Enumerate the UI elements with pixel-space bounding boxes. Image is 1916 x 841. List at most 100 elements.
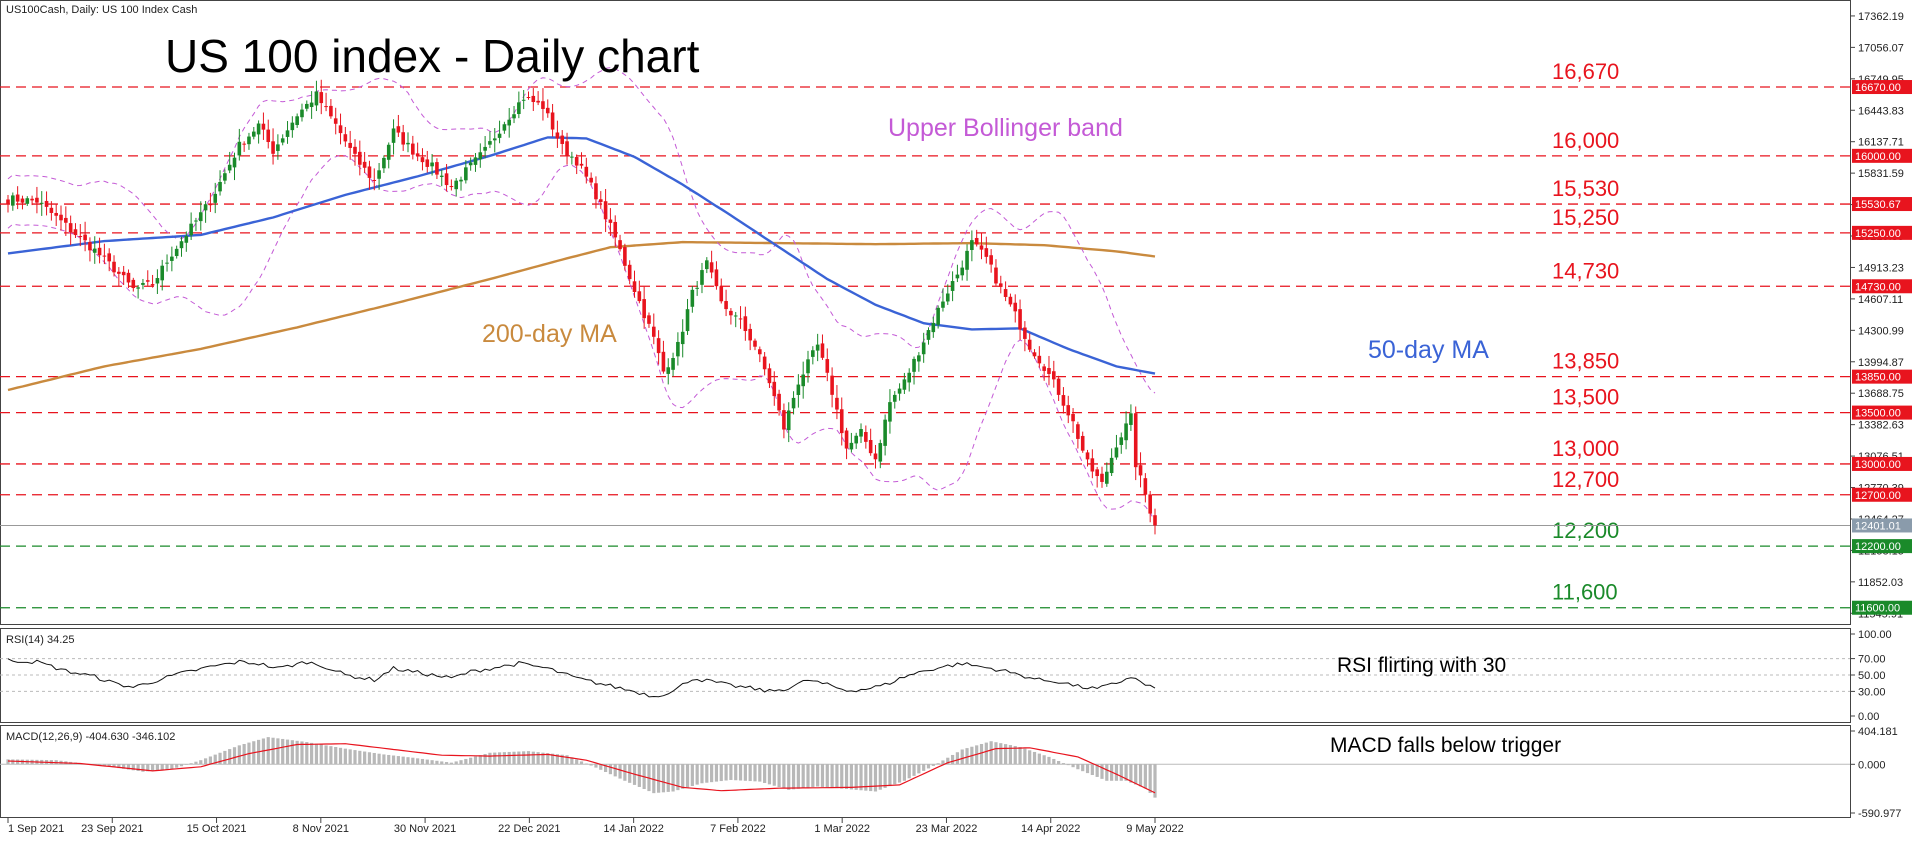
candle-body xyxy=(348,142,352,148)
candle-body xyxy=(30,198,34,201)
x-tick-label: 9 May 2022 xyxy=(1126,823,1183,835)
level-tag-box xyxy=(1852,80,1912,95)
macd-histogram-bar xyxy=(1042,755,1046,765)
level-tag-box xyxy=(1852,279,1912,294)
macd-histogram-bar xyxy=(1085,764,1090,774)
candle-body xyxy=(319,92,324,104)
macd-histogram-bar xyxy=(391,755,396,765)
x-tick-label: 1 Sep 2021 xyxy=(8,823,64,835)
candle-body xyxy=(541,101,545,109)
candle-body xyxy=(198,212,203,222)
macd-histogram-bar xyxy=(179,764,184,767)
candle-body xyxy=(651,326,656,337)
candle-body xyxy=(849,442,854,450)
candle-body xyxy=(271,141,275,154)
macd-histogram-bar xyxy=(387,754,391,765)
x-tick-label: 14 Apr 2022 xyxy=(1021,823,1080,835)
candle-body xyxy=(960,267,965,276)
candle-body xyxy=(324,106,328,108)
candle-body xyxy=(6,199,10,204)
candle-body xyxy=(78,236,83,238)
macd-histogram-bar xyxy=(285,739,290,765)
macd-histogram-bar xyxy=(1052,758,1056,765)
candle-body xyxy=(680,331,685,345)
candle-body xyxy=(227,164,232,171)
macd-histogram-bar xyxy=(184,764,188,765)
macd-histogram-bar xyxy=(416,758,420,765)
macd-histogram-bar xyxy=(271,737,275,765)
x-tick-label: 22 Dec 2021 xyxy=(498,823,560,835)
macd-histogram-bar xyxy=(300,741,304,765)
macd-histogram-bar xyxy=(623,764,627,781)
candle-body xyxy=(213,193,218,203)
candle-body xyxy=(131,279,136,289)
candle-body xyxy=(251,131,256,137)
macd-histogram-bar xyxy=(136,764,140,771)
candle-body xyxy=(112,261,116,273)
macd-histogram-bar xyxy=(478,755,482,765)
candle-body xyxy=(724,301,728,310)
x-tick-label: 23 Mar 2022 xyxy=(916,823,978,835)
candle-body xyxy=(902,379,907,390)
candle-body xyxy=(637,291,642,302)
macd-histogram-bar xyxy=(584,763,588,765)
candle-body xyxy=(20,198,25,203)
price-tick-label: 17056.07 xyxy=(1858,42,1904,54)
macd-histogram-bar xyxy=(536,752,540,765)
candle-body xyxy=(338,125,343,134)
macd-histogram-bar xyxy=(435,760,439,765)
level-label: 14,730 xyxy=(1552,258,1619,283)
macd-histogram-bar xyxy=(589,764,593,766)
candle-body xyxy=(878,443,883,462)
candle-body xyxy=(435,162,439,175)
macd-histogram-bar xyxy=(922,764,926,771)
level-label: 13,500 xyxy=(1552,385,1619,410)
macd-histogram-bar xyxy=(555,754,560,765)
macd-histogram-bar xyxy=(676,764,680,791)
candle-body xyxy=(54,212,58,216)
macd-histogram-bar xyxy=(806,764,810,788)
candle-body xyxy=(1124,423,1128,441)
candle-body xyxy=(830,375,834,395)
macd-histogram-bar xyxy=(372,752,376,765)
macd-histogram-bar xyxy=(170,764,174,770)
candle-body xyxy=(179,241,184,249)
candle-body xyxy=(396,126,401,133)
macd-histogram-bar xyxy=(594,764,598,768)
x-tick-label: 23 Sep 2021 xyxy=(81,823,143,835)
candle-body xyxy=(907,372,912,383)
candle-body xyxy=(618,240,622,250)
candle-body xyxy=(1105,471,1109,484)
candle-body xyxy=(623,247,627,266)
macd-histogram-bar xyxy=(353,750,357,765)
price-tick-label: 14913.23 xyxy=(1858,262,1904,274)
macd-histogram-bar xyxy=(1148,764,1152,793)
candle-body xyxy=(1047,368,1051,374)
candle-body xyxy=(574,157,579,166)
candle-body xyxy=(565,141,569,156)
macd-histogram-bar xyxy=(690,764,694,787)
macd-histogram-bar xyxy=(695,764,699,785)
symbol-info: US100Cash, Daily: US 100 Index Cash xyxy=(6,4,197,16)
candle-body xyxy=(594,183,598,200)
candle-body xyxy=(1071,413,1075,422)
candle-body xyxy=(150,284,155,286)
upper-bollinger-annotation: Upper Bollinger band xyxy=(888,114,1123,142)
level-label: 13,850 xyxy=(1552,349,1619,374)
candle-body xyxy=(1008,296,1013,305)
macd-histogram-bar xyxy=(310,742,314,765)
macd-histogram-bar xyxy=(926,764,931,769)
candle-body xyxy=(314,91,319,106)
macd-histogram-bar xyxy=(897,764,902,783)
macd-annotation: MACD falls below trigger xyxy=(1330,734,1561,757)
macd-histogram-bar xyxy=(425,759,429,765)
macd-histogram-bar xyxy=(666,764,670,792)
price-panel-frame xyxy=(0,0,1851,625)
macd-histogram-bar xyxy=(1090,764,1094,776)
macd-histogram-bar xyxy=(657,764,661,793)
candle-body xyxy=(656,338,661,354)
candle-body xyxy=(873,453,878,460)
candle-body xyxy=(362,161,367,168)
candle-body xyxy=(483,146,487,151)
